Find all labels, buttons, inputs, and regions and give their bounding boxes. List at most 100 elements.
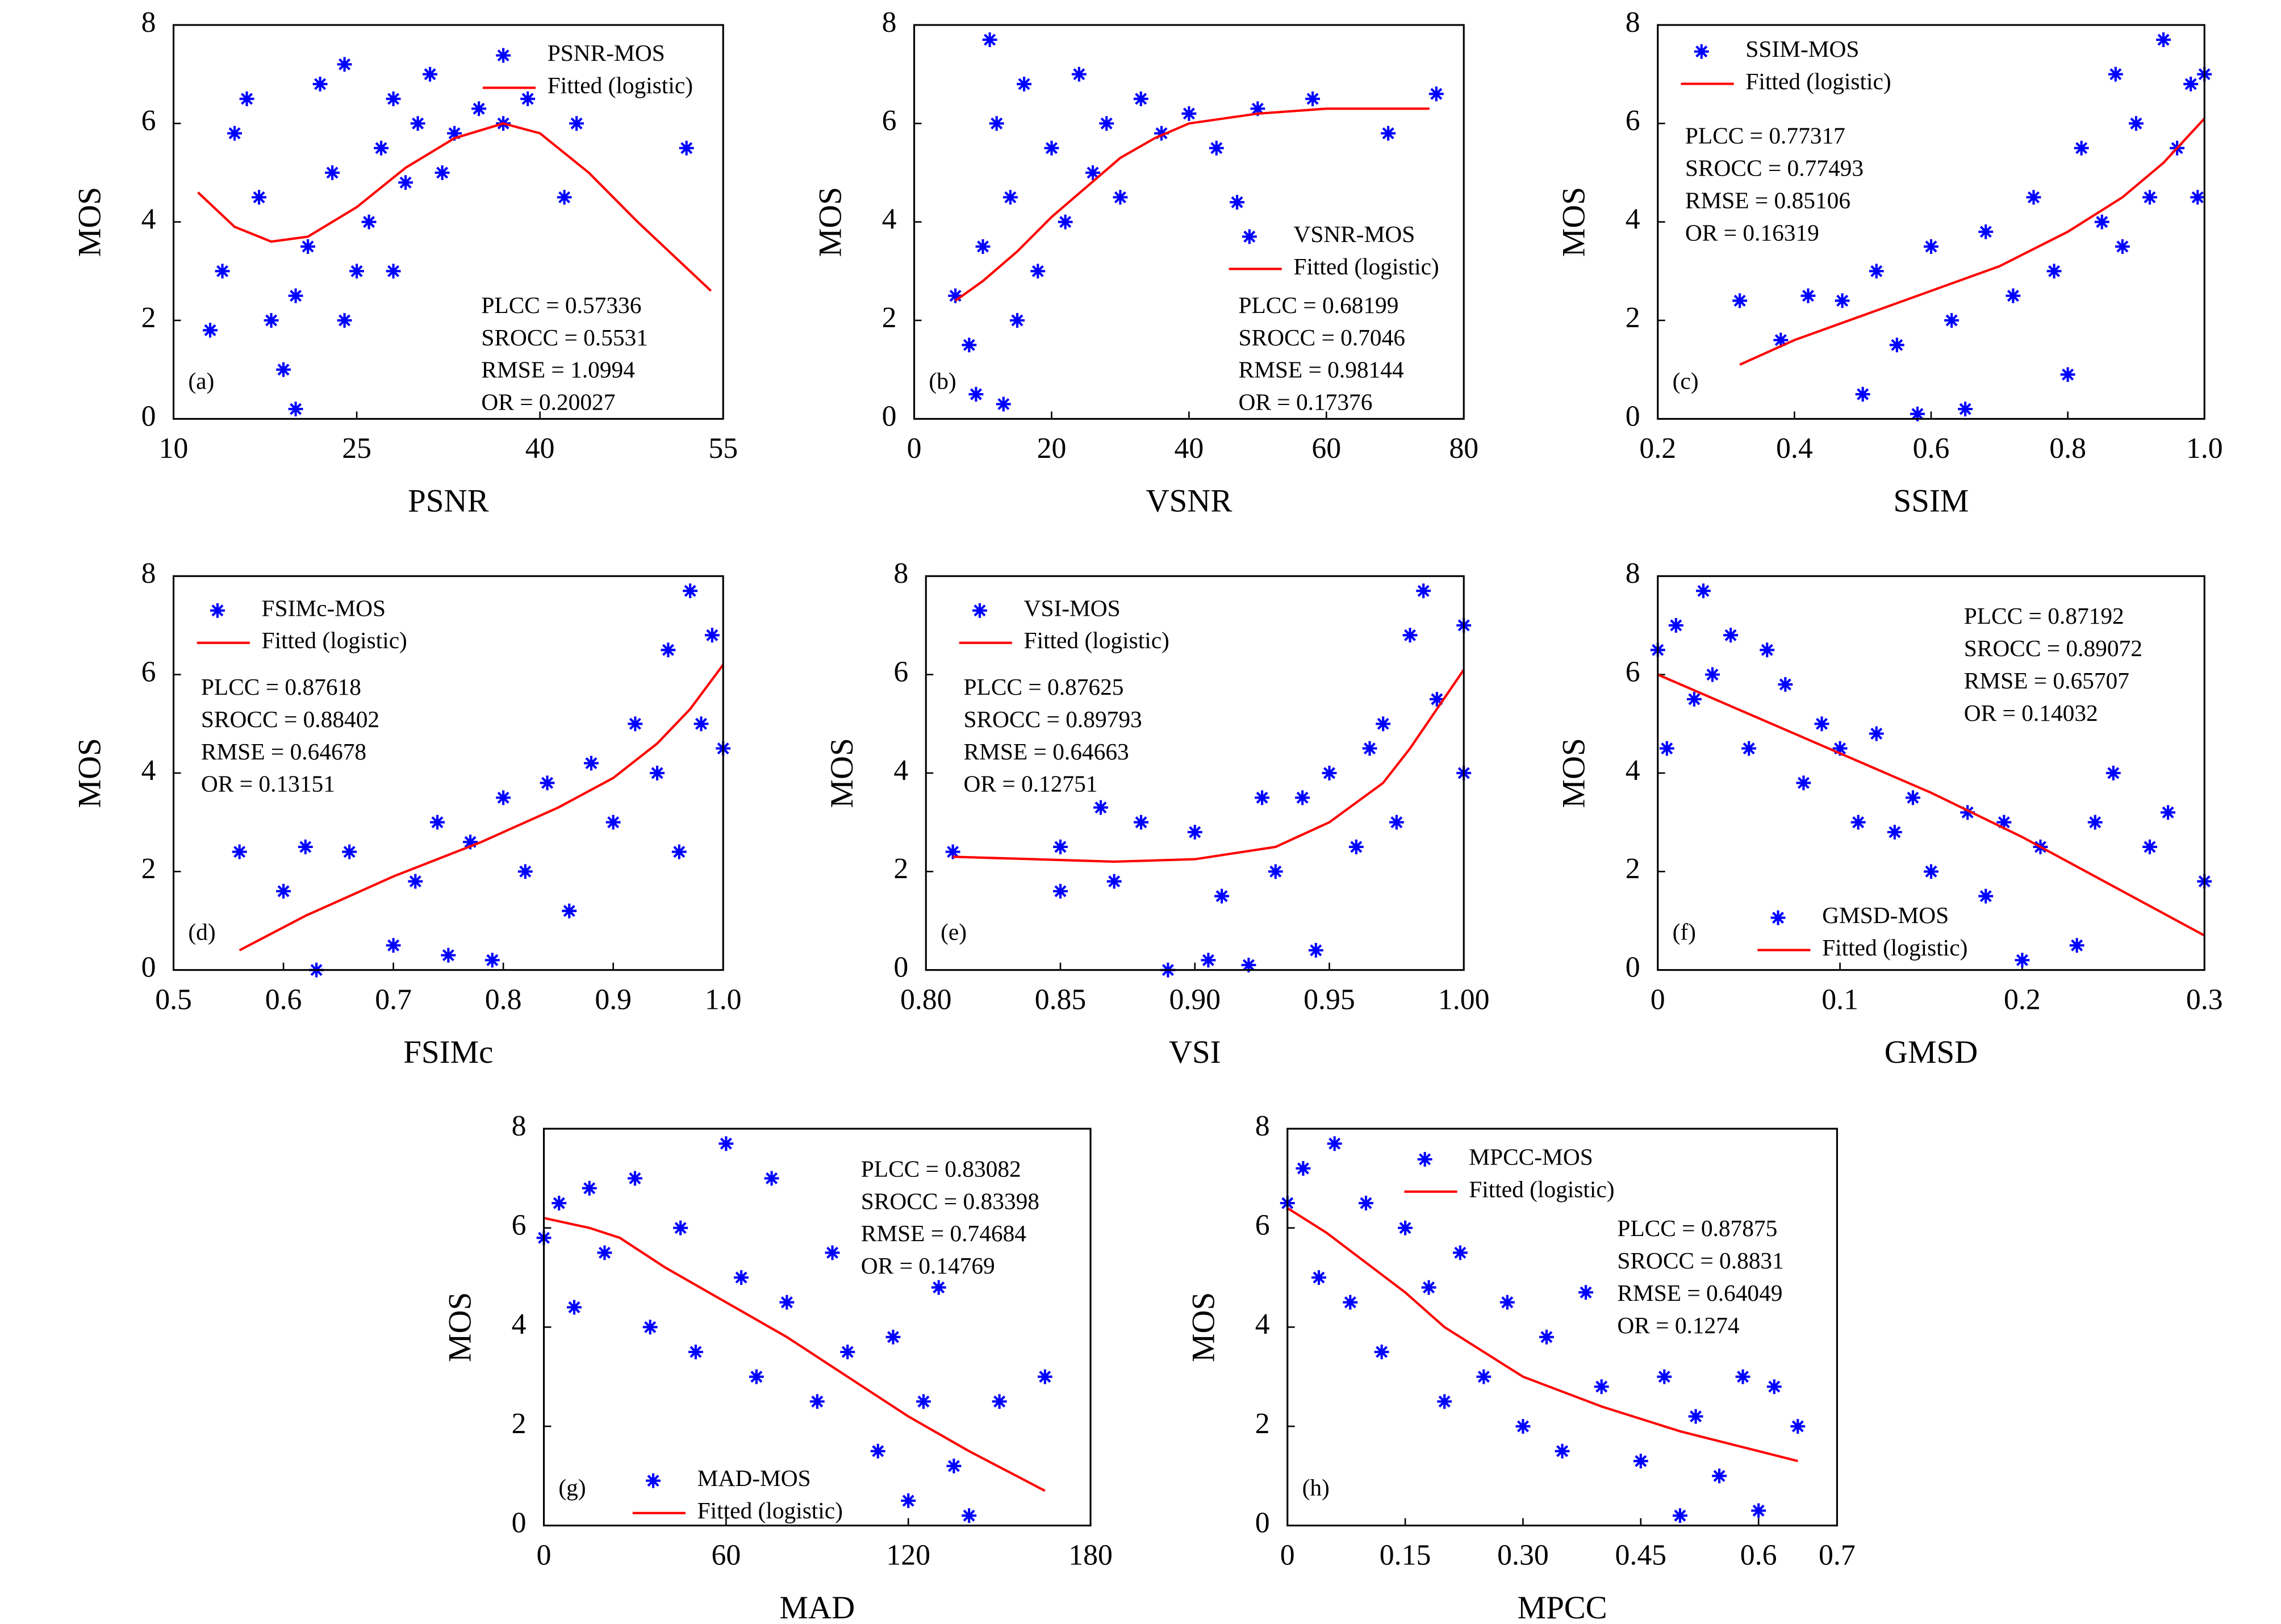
scatter-point <box>540 775 555 791</box>
scatter-point <box>2142 840 2157 854</box>
x-tick-label: 0.8 <box>2049 432 2086 465</box>
scatter-point <box>1268 864 1283 879</box>
scatter-point <box>1515 1419 1531 1434</box>
legend-marker <box>1770 910 1786 925</box>
scatter-point <box>671 844 687 859</box>
scatter-point <box>1723 628 1739 643</box>
x-tick-label: 40 <box>525 432 555 465</box>
scatter-point <box>628 716 643 732</box>
scatter-point <box>2087 815 2103 830</box>
scatter-point <box>337 313 352 328</box>
scatter-point <box>992 1394 1007 1409</box>
x-tick-label: 0.30 <box>1497 1539 1549 1571</box>
scatter-point <box>1796 775 1811 791</box>
scatter-point <box>870 1443 885 1459</box>
y-tick-label: 2 <box>512 1408 527 1440</box>
legend-marker <box>1417 1151 1432 1167</box>
scatter-point <box>447 126 462 141</box>
scatter-point <box>264 313 279 328</box>
scatter-point <box>2183 77 2199 91</box>
y-tick-label: 6 <box>141 105 156 137</box>
scatter-point <box>1348 840 1364 854</box>
scatter-point <box>1889 337 1904 353</box>
scatter-point <box>1374 1345 1389 1359</box>
x-tick-label: 0.80 <box>900 983 952 1016</box>
plot-frame <box>1657 24 2205 420</box>
x-tick-label: 0 <box>537 1539 552 1571</box>
scatter-point <box>1452 1245 1468 1260</box>
y-tick-label: 0 <box>141 400 156 432</box>
y-tick-label: 4 <box>141 203 156 236</box>
scatter-point <box>809 1394 825 1409</box>
scatter-point <box>1594 1379 1609 1395</box>
scatter-point <box>694 716 709 732</box>
scatter-point <box>989 116 1004 131</box>
stat-annotation: SROCC = 0.77493 <box>1685 155 1864 181</box>
stat-annotation: RMSE = 0.85106 <box>1685 187 1850 214</box>
y-tick-label: 8 <box>882 6 897 39</box>
scatter-point <box>567 1300 582 1315</box>
scatter-point <box>2046 264 2062 279</box>
scatter-point <box>288 402 303 416</box>
scatter-point <box>1295 790 1310 805</box>
legend-label: Fitted (logistic) <box>262 627 407 654</box>
scatter-point <box>1712 1468 1727 1484</box>
scatter-point <box>386 938 401 953</box>
scatter-point <box>239 91 254 106</box>
stat-annotation: PLCC = 0.87625 <box>964 674 1124 700</box>
legend-marker <box>972 603 987 618</box>
stat-annotation: SROCC = 0.89793 <box>964 706 1142 732</box>
scatter-point <box>2156 32 2171 47</box>
scatter-point <box>2105 765 2121 780</box>
stat-annotation: SROCC = 0.88402 <box>201 706 379 732</box>
scatter-point <box>386 264 401 279</box>
y-tick-label: 6 <box>512 1209 527 1242</box>
panel-label: (a) <box>188 368 214 394</box>
fit-line <box>1739 118 2205 366</box>
scatter-point <box>430 815 445 830</box>
scatter-point <box>962 337 977 353</box>
y-tick-label: 6 <box>1626 656 1640 688</box>
fit-line <box>197 122 712 292</box>
x-tick-label: 0.7 <box>1819 1539 1856 1571</box>
y-tick-label: 8 <box>141 6 156 39</box>
scatter-point <box>1778 677 1793 692</box>
panel-label: (b) <box>929 368 956 394</box>
y-tick-label: 4 <box>1255 1308 1270 1341</box>
scatter-point <box>410 116 425 131</box>
x-tick-label: 60 <box>1311 432 1341 465</box>
scatter-point <box>1960 805 1975 820</box>
scatter-point <box>650 765 665 780</box>
x-tick-label: 1.00 <box>1438 983 1490 1016</box>
y-axis-label: MOS <box>442 1292 478 1362</box>
scatter-point <box>2006 288 2021 303</box>
stat-annotation: RMSE = 0.65707 <box>1964 667 2129 694</box>
plot-frame <box>542 1128 1092 1527</box>
y-tick-label: 6 <box>882 105 897 137</box>
scatter-point <box>982 32 997 47</box>
scatter-point <box>562 903 577 919</box>
x-tick-label: 0.1 <box>1822 983 1858 1016</box>
scatter-point <box>408 874 423 889</box>
scatter-point <box>996 396 1011 412</box>
scatter-point <box>288 288 303 303</box>
scatter-point <box>679 140 694 156</box>
stat-annotation: SROCC = 0.89072 <box>1964 635 2142 661</box>
scatter-point <box>948 288 963 303</box>
scatter-point <box>337 57 352 72</box>
y-tick-label: 8 <box>1626 557 1640 590</box>
scatter-point <box>1668 617 1683 633</box>
scatter-point <box>1376 716 1391 732</box>
scatter-point <box>215 264 230 279</box>
plot-frame <box>913 24 1465 420</box>
scatter-point <box>1002 190 1018 205</box>
scatter-point <box>1741 741 1757 756</box>
scatter-point <box>1327 1136 1342 1151</box>
scatter-point <box>1209 140 1224 156</box>
scatter-point <box>1134 815 1148 830</box>
scatter-point <box>2026 190 2041 205</box>
scatter-point <box>552 1196 567 1210</box>
scatter-point <box>962 1508 977 1523</box>
scatter-point <box>423 66 438 82</box>
scatter-point <box>885 1329 901 1345</box>
